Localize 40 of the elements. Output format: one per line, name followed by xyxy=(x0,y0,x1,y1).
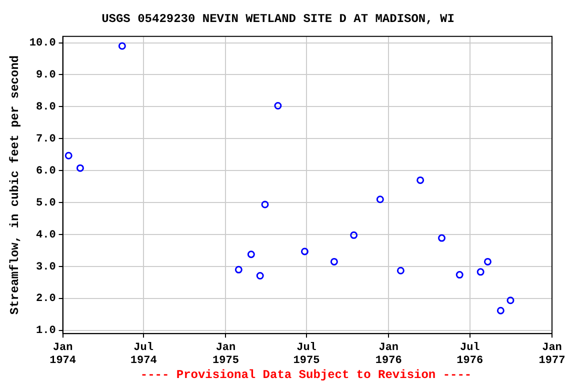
point xyxy=(350,231,358,239)
point xyxy=(300,248,308,256)
x-tick-label: Jul 1976 xyxy=(456,342,484,368)
point xyxy=(247,250,255,258)
y-tick-label: 8.0 xyxy=(36,101,56,114)
x-tick-label: Jan 1974 xyxy=(50,342,76,368)
point xyxy=(274,102,282,110)
point xyxy=(64,152,72,160)
point xyxy=(416,176,424,184)
y-tick-label: 9.0 xyxy=(36,70,56,82)
x-tick-label: Jul 1975 xyxy=(293,342,320,368)
y-tick-label: 10.0 xyxy=(29,38,56,50)
x-tick-label: Jan 1975 xyxy=(212,342,240,368)
point xyxy=(76,164,84,172)
y-tick-label: 6.0 xyxy=(36,165,56,178)
point xyxy=(234,266,242,274)
point xyxy=(118,42,126,50)
y-tick-label: 7.0 xyxy=(36,133,56,146)
x-tick-label: Jan 1976 xyxy=(375,342,402,368)
text: ---- Provisional Data Subject to Revision ---- xyxy=(140,368,472,382)
point xyxy=(256,272,264,280)
point xyxy=(476,268,484,276)
y-tick-label: 5.0 xyxy=(36,197,56,210)
y-tick-label: 1.0 xyxy=(36,325,56,338)
point xyxy=(261,200,269,208)
point xyxy=(376,196,384,204)
point xyxy=(396,266,404,274)
x-tick-label: Jan 1977 xyxy=(538,342,566,368)
point xyxy=(456,271,464,279)
point xyxy=(330,258,338,266)
y-tick-label: 2.0 xyxy=(36,293,56,306)
y-tick-label: 3.0 xyxy=(36,261,56,274)
y-axis-title: Streamflow, in cubic feet per second xyxy=(8,55,22,315)
point xyxy=(496,306,504,314)
chart-title: USGS 05429230 NEVIN WETLAND SITE D AT MADISON, WI xyxy=(102,12,454,26)
point xyxy=(506,296,514,304)
y-tick-label: 4.0 xyxy=(36,229,56,242)
x-tick-label: Jul 1974 xyxy=(130,342,158,368)
point xyxy=(438,234,446,242)
point xyxy=(484,258,492,266)
